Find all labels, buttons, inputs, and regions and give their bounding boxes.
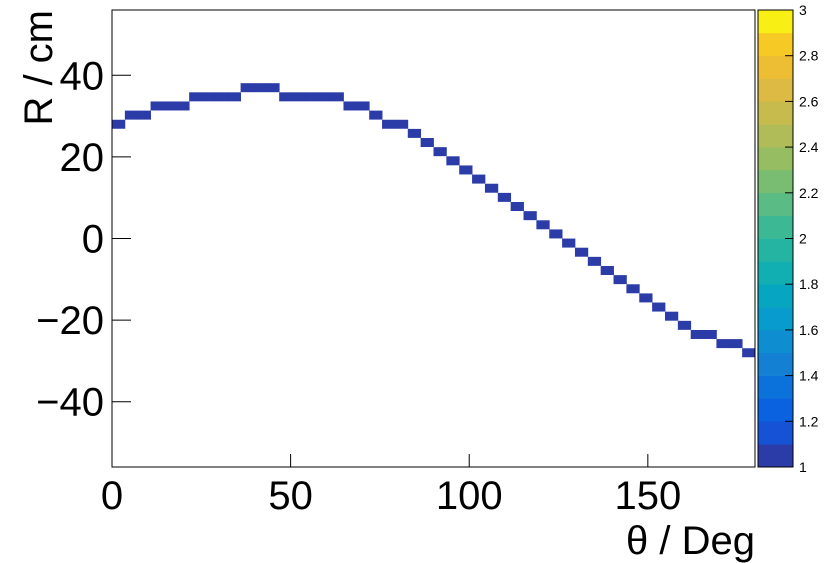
colorbar-band xyxy=(758,169,793,194)
z-tick-label: 2.6 xyxy=(799,93,819,109)
x-tick-label: 0 xyxy=(101,474,123,518)
cell xyxy=(626,284,640,294)
z-tick-label: 2.2 xyxy=(799,185,819,201)
cell xyxy=(420,138,434,148)
colorbar-band xyxy=(758,55,793,79)
y-axis-title: R / cm xyxy=(17,10,61,126)
cell xyxy=(459,165,473,175)
y-tick-label: 20 xyxy=(60,136,105,180)
colorbar-band xyxy=(758,238,793,262)
z-tick-label: 1.4 xyxy=(799,368,819,384)
cell xyxy=(587,256,602,266)
x-axis-title: θ / Deg xyxy=(626,519,755,563)
z-tick-label: 2 xyxy=(799,231,807,247)
cell xyxy=(240,83,254,93)
x-tick-label: 100 xyxy=(436,474,503,518)
cell xyxy=(523,211,537,221)
cell xyxy=(304,92,319,102)
cell xyxy=(253,83,267,93)
cell xyxy=(729,339,743,349)
cell xyxy=(292,92,306,102)
cell xyxy=(510,202,524,212)
colorbar-band xyxy=(758,10,793,34)
cell xyxy=(690,329,704,339)
cell xyxy=(227,92,241,102)
cell xyxy=(536,220,550,230)
z-tick-label: 1 xyxy=(799,459,807,475)
colorbar-band xyxy=(758,78,793,102)
cell xyxy=(189,92,203,102)
colorbar-band xyxy=(758,375,793,399)
cell xyxy=(202,92,216,102)
cell xyxy=(433,147,447,157)
cell xyxy=(369,110,383,120)
colorbar-band xyxy=(758,284,793,308)
cell xyxy=(703,329,717,339)
cell xyxy=(330,92,344,102)
cell xyxy=(600,265,614,275)
cell xyxy=(266,83,280,93)
cell xyxy=(574,247,589,257)
colorbar-band xyxy=(758,444,793,468)
cell xyxy=(652,302,666,312)
cell xyxy=(677,320,692,330)
y-tick-label: 40 xyxy=(60,54,105,98)
z-tick-label: 3 xyxy=(799,2,807,18)
x-tick-label: 150 xyxy=(614,474,681,518)
colorbar-band xyxy=(758,147,793,171)
colorbar-band xyxy=(758,101,793,125)
z-tick-label: 2.8 xyxy=(799,48,819,64)
cell xyxy=(163,101,177,111)
colorbar-band xyxy=(758,124,793,148)
colorbar-band xyxy=(758,192,793,216)
colorbar-band xyxy=(758,32,793,56)
cell xyxy=(279,92,293,102)
cell xyxy=(497,192,512,202)
cell xyxy=(112,119,126,129)
y-tick-label: −20 xyxy=(36,299,104,343)
colorbar-band xyxy=(758,398,793,422)
z-tick-label: 1.6 xyxy=(799,322,819,338)
z-tick-label: 1.2 xyxy=(799,413,819,429)
x-tick-label: 50 xyxy=(268,474,313,518)
cell xyxy=(214,92,229,102)
cell xyxy=(742,348,756,358)
colorbar-band xyxy=(758,215,793,239)
cell xyxy=(549,229,563,239)
cell xyxy=(317,92,332,102)
cell xyxy=(716,339,730,349)
cell xyxy=(407,128,422,138)
colorbar-band xyxy=(758,307,793,331)
cell xyxy=(613,275,627,285)
y-tick-label: −40 xyxy=(36,381,104,425)
cell xyxy=(472,174,486,184)
cell xyxy=(562,238,576,248)
cell xyxy=(664,311,679,321)
cell xyxy=(176,101,190,111)
cell xyxy=(394,119,409,129)
colorbar-band xyxy=(758,352,793,376)
cell xyxy=(356,101,370,111)
colorbar-band xyxy=(758,421,793,445)
cell xyxy=(639,293,653,303)
plot-frame xyxy=(111,9,756,468)
cell xyxy=(343,101,357,111)
cell xyxy=(382,119,396,129)
colorbar-band xyxy=(758,261,793,285)
z-tick-label: 2.4 xyxy=(799,139,819,155)
cell xyxy=(124,110,139,120)
cell xyxy=(150,101,164,111)
cell xyxy=(446,156,460,166)
cell xyxy=(484,183,499,193)
cell xyxy=(137,110,151,120)
z-tick-label: 1.8 xyxy=(799,276,819,292)
y-tick-label: 0 xyxy=(82,218,104,262)
colorbar-band xyxy=(758,329,793,354)
